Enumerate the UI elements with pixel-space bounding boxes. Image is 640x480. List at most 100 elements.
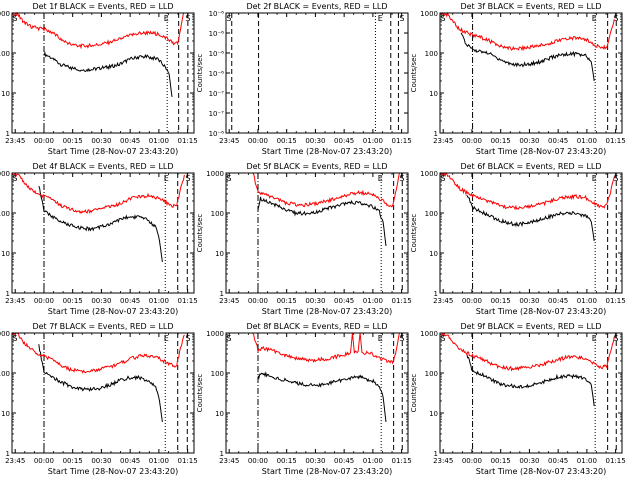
x-tick-label: 23:45: [219, 297, 239, 305]
y-tick-label: 100: [425, 370, 438, 378]
marker-label: E: [592, 14, 597, 23]
marker-label: E: [592, 174, 597, 183]
x-tick-label: 00:30: [519, 457, 539, 465]
y-tick-label: 100: [0, 370, 10, 378]
marker-label: E: [592, 334, 597, 343]
y-tick-label: 1: [6, 450, 10, 458]
panel-title: Det 2f BLACK = Events, RED = LLD: [246, 2, 387, 11]
y-tick-label: 100: [211, 370, 224, 378]
plot-frame: [11, 12, 195, 134]
x-tick-label: 00:15: [63, 297, 83, 305]
x-tick-label: 00:30: [91, 137, 111, 145]
y-tick-label: 10: [1, 250, 10, 258]
y-axis-label: Counts/sec: [410, 374, 418, 413]
x-tick-label: 00:45: [334, 137, 354, 145]
x-tick-label: 01:00: [363, 137, 383, 145]
series-line-lld: [252, 172, 400, 208]
x-tick-label: 23:45: [433, 137, 453, 145]
marker-label: S: [185, 334, 190, 343]
x-tick-label: 00:00: [248, 457, 268, 465]
y-tick-label: 1000: [0, 330, 10, 338]
marker-label: S: [12, 334, 17, 343]
x-axis-label: Start Time (28-Nov-07 23:43:20): [476, 147, 606, 156]
x-tick-label: 01:00: [149, 137, 169, 145]
y-tick-label: 1: [6, 290, 10, 298]
y-tick-label: 10⁻⁷: [209, 90, 225, 98]
series-line-events: [38, 185, 163, 262]
x-tick-label: 00:45: [334, 457, 354, 465]
x-axis-label: Start Time (28-Nov-07 23:43:20): [476, 467, 606, 476]
x-tick-label: 00:15: [63, 137, 83, 145]
y-tick-label: 10⁻⁶: [209, 50, 225, 58]
x-tick-label: 23:45: [219, 457, 239, 465]
marker-label: S: [440, 14, 445, 23]
y-tick-label: 1: [220, 450, 224, 458]
x-tick-label: 00:30: [519, 137, 539, 145]
x-tick-label: 23:45: [219, 137, 239, 145]
y-tick-label: 10: [1, 90, 10, 98]
panel-title: Det 4f BLACK = Events, RED = LLD: [32, 162, 173, 171]
marker-label: S: [399, 334, 404, 343]
marker-label: S: [185, 174, 190, 183]
marker-label: S: [613, 174, 618, 183]
marker-label: S: [185, 14, 190, 23]
plot-frame: [439, 172, 623, 294]
x-tick-label: 01:15: [392, 137, 412, 145]
x-axis-label: Start Time (28-Nov-07 23:43:20): [262, 147, 392, 156]
y-tick-label: 10: [215, 410, 224, 418]
panel-det-4f: Det 4f BLACK = Events, RED = LLDCounts/s…: [0, 162, 198, 316]
marker-label: S: [440, 174, 445, 183]
x-tick-label: 01:00: [577, 137, 597, 145]
y-tick-label: 10: [429, 410, 438, 418]
x-axis-label: Start Time (28-Nov-07 23:43:20): [476, 307, 606, 316]
y-tick-label: 1: [434, 450, 438, 458]
marker-label: S: [12, 174, 17, 183]
y-tick-label: 1000: [206, 170, 224, 178]
x-axis-label: Start Time (28-Nov-07 23:43:20): [48, 467, 178, 476]
plot-frame: [11, 332, 195, 454]
marker-label: S: [399, 14, 404, 23]
panel-det-1f: Det 1f BLACK = Events, RED = LLDCounts/s…: [0, 2, 198, 156]
marker-label: S: [399, 174, 404, 183]
y-tick-label: 1000: [0, 10, 10, 18]
marker-label: E: [164, 174, 169, 183]
y-tick-label: 100: [0, 50, 10, 58]
x-tick-label: 01:00: [363, 297, 383, 305]
x-tick-label: 01:15: [392, 457, 412, 465]
marker-label: S: [226, 174, 231, 183]
y-tick-label: 1000: [0, 170, 10, 178]
panel-det-5f: Det 5f BLACK = Events, RED = LLD Counts/s…: [196, 162, 412, 316]
plot-frame: [439, 332, 623, 454]
y-tick-label: 10⁻⁶: [209, 30, 225, 38]
x-axis-label: Start Time (28-Nov-07 23:43:20): [262, 467, 392, 476]
x-tick-label: 01:15: [178, 457, 198, 465]
y-axis-label: Counts/sec: [196, 54, 204, 93]
marker-label: E: [378, 334, 383, 343]
x-tick-label: 01:15: [606, 457, 626, 465]
panel-title: Det 9f BLACK = Events, RED = LLD: [460, 322, 601, 331]
x-tick-label: 00:30: [305, 297, 325, 305]
x-tick-label: 23:45: [5, 457, 25, 465]
x-tick-label: 01:00: [577, 297, 597, 305]
series-line-lld: [11, 172, 185, 215]
x-tick-label: 00:45: [548, 137, 568, 145]
y-tick-label: 100: [425, 50, 438, 58]
marker-label: S: [613, 334, 618, 343]
plot-frame: [225, 12, 409, 134]
x-axis-label: Start Time (28-Nov-07 23:43:20): [262, 307, 392, 316]
x-tick-label: 00:45: [120, 297, 140, 305]
marker-label: E: [378, 174, 383, 183]
x-tick-label: 00:45: [334, 297, 354, 305]
x-tick-label: 00:15: [277, 297, 297, 305]
x-tick-label: 00:00: [248, 137, 268, 145]
marker-label: E: [164, 334, 169, 343]
panel-title: Det 3f BLACK = Events, RED = LLD: [460, 2, 601, 11]
y-tick-label: 1000: [420, 330, 438, 338]
series-line-lld: [11, 332, 185, 374]
y-tick-label: 10: [215, 250, 224, 258]
x-tick-label: 00:30: [519, 297, 539, 305]
series-line-lld: [439, 11, 615, 52]
y-axis-label: Counts/sec: [196, 214, 204, 253]
x-tick-label: 00:15: [63, 457, 83, 465]
plot-frame: [225, 332, 409, 454]
